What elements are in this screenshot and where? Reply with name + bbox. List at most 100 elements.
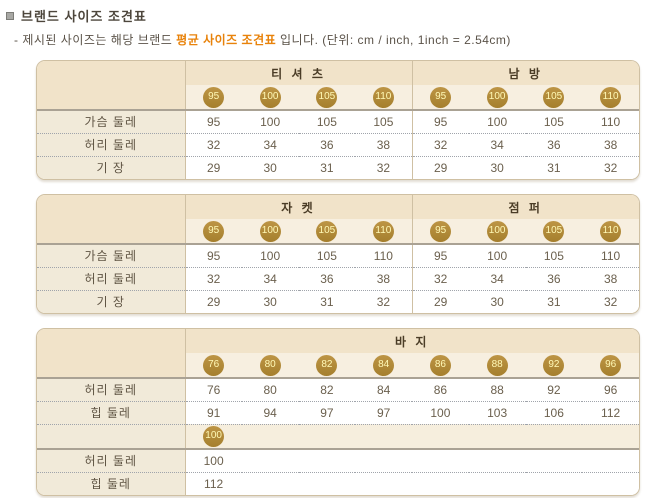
- cell-value: 105: [355, 110, 412, 133]
- cell-value: 30: [468, 289, 526, 313]
- square-bullet-icon: [6, 11, 14, 20]
- cell-value: 36: [298, 266, 356, 290]
- cell-value: 97: [298, 400, 356, 424]
- size-badge-cell: 105: [525, 85, 583, 111]
- unit-note: (단위: cm / inch, 1inch = 2.54cm): [318, 33, 511, 47]
- cell-value: 32: [185, 132, 242, 156]
- size-table-pants: 바 지 76 80 82 84 86 88 92 96 허리 둘레 76 80 …: [36, 328, 640, 496]
- cell-value: 106: [525, 400, 583, 424]
- cell-value: 30: [241, 289, 299, 313]
- product-header: 남 방: [411, 61, 639, 85]
- cell-value: 36: [525, 266, 583, 290]
- row-label: 기 장: [37, 289, 186, 313]
- empty-cell: [241, 449, 639, 472]
- size-badge-cell: 110: [582, 85, 639, 111]
- cell-value: 86: [412, 378, 469, 401]
- size-badge-cell: 82: [298, 353, 356, 379]
- cell-value: 34: [241, 266, 299, 290]
- size-badge-cell: 110: [355, 219, 412, 245]
- cell-value: 95: [411, 244, 469, 267]
- table-row: 100: [37, 423, 639, 450]
- cell-value: 110: [582, 110, 639, 133]
- subtitle-highlight: 평균 사이즈 조견표: [176, 33, 277, 47]
- cell-value: 95: [411, 110, 469, 133]
- cell-value: 100: [185, 449, 242, 472]
- cell-value: 110: [582, 244, 639, 267]
- size-badge: 84: [373, 354, 395, 376]
- cell-value: 36: [298, 132, 356, 156]
- size-badge: 76: [203, 354, 225, 376]
- subtitle-prefix: - 제시된 사이즈는 해당 브랜드: [14, 33, 177, 47]
- size-badge: 95: [430, 220, 452, 242]
- cell-value: 29: [185, 155, 242, 179]
- size-badge-cell: 100: [185, 423, 242, 450]
- size-badge-cell: 110: [582, 219, 639, 245]
- row-label: 기 장: [37, 155, 186, 179]
- cell-value: 30: [468, 155, 526, 179]
- cell-value: 30: [241, 155, 299, 179]
- row-label: 힙 둘레: [37, 400, 186, 424]
- cell-value: 32: [355, 289, 412, 313]
- table-row: 티 셔 츠 남 방: [37, 61, 639, 111]
- size-badge: 105: [543, 86, 565, 108]
- cell-value: 31: [525, 289, 583, 313]
- cell-value: 91: [185, 400, 242, 424]
- empty-cell: [241, 471, 639, 495]
- product-header: 자 켓: [185, 195, 412, 219]
- size-badge-cell: 88: [468, 353, 526, 379]
- cell-value: 97: [355, 400, 412, 424]
- cell-value: 100: [241, 110, 299, 133]
- size-table-jacket-jumper: 자 켓 점 퍼 95 100 105 110 95 100 105 110 가슴…: [36, 194, 640, 314]
- cell-value: 34: [468, 132, 526, 156]
- table-row: 허리 둘레 32 34 36 38 32 34 36 38: [37, 266, 639, 290]
- size-badge: 100: [486, 220, 508, 242]
- cell-value: 100: [241, 244, 299, 267]
- size-badge: 105: [316, 86, 338, 108]
- size-badge: 88: [486, 354, 508, 376]
- cell-value: 100: [468, 244, 526, 267]
- size-badge-cell: 95: [411, 85, 469, 111]
- cell-value: 88: [468, 378, 526, 401]
- cell-value: 38: [355, 266, 412, 290]
- size-badge: 110: [600, 220, 622, 242]
- table-row: 허리 둘레 32 34 36 38 32 34 36 38: [37, 132, 639, 156]
- product-header: 바 지: [185, 329, 639, 353]
- size-badge-cell: 105: [298, 219, 356, 245]
- size-badge-cell: 100: [241, 85, 299, 111]
- product-header: 티 셔 츠: [185, 61, 412, 85]
- size-badge: 92: [543, 354, 565, 376]
- cell-value: 31: [298, 289, 356, 313]
- table-row: 바 지: [37, 329, 639, 379]
- size-badge: 100: [259, 220, 281, 242]
- row-label: 허리 둘레: [37, 132, 186, 156]
- row-label: 힙 둘레: [37, 471, 186, 495]
- cell-value: 110: [355, 244, 412, 267]
- table-row: 자 켓 점 퍼: [37, 195, 639, 245]
- size-badge-cell: 110: [355, 85, 412, 111]
- cell-value: 38: [582, 132, 639, 156]
- size-badge: 80: [259, 354, 281, 376]
- cell-value: 100: [468, 110, 526, 133]
- cell-value: 32: [582, 289, 639, 313]
- cell-value: 95: [185, 110, 242, 133]
- size-badge: 96: [600, 354, 622, 376]
- cell-value: 105: [525, 244, 583, 267]
- cell-value: 32: [185, 266, 242, 290]
- size-badge-cell: 92: [525, 353, 583, 379]
- table-row: 76 80 82 84 86 88 92 96: [37, 353, 639, 379]
- cell-value: 105: [298, 110, 356, 133]
- corner-cell: [37, 61, 186, 111]
- size-table-tshirt-shirt: 티 셔 츠 남 방 95 100 105 110 95 100 105 110 …: [36, 60, 640, 180]
- size-badge-cell: 86: [412, 353, 469, 379]
- row-label: 허리 둘레: [37, 266, 186, 290]
- table-row: 힙 둘레 112: [37, 471, 639, 495]
- table-row: 힙 둘레 91 94 97 97 100 103 106 112: [37, 400, 639, 424]
- cell-value: 38: [582, 266, 639, 290]
- cell-value: 34: [468, 266, 526, 290]
- size-badge: 82: [316, 354, 338, 376]
- cell-value: 29: [185, 289, 242, 313]
- cell-value: 105: [298, 244, 356, 267]
- size-badge: 95: [430, 86, 452, 108]
- size-badge: 110: [600, 86, 622, 108]
- cell-value: 34: [241, 132, 299, 156]
